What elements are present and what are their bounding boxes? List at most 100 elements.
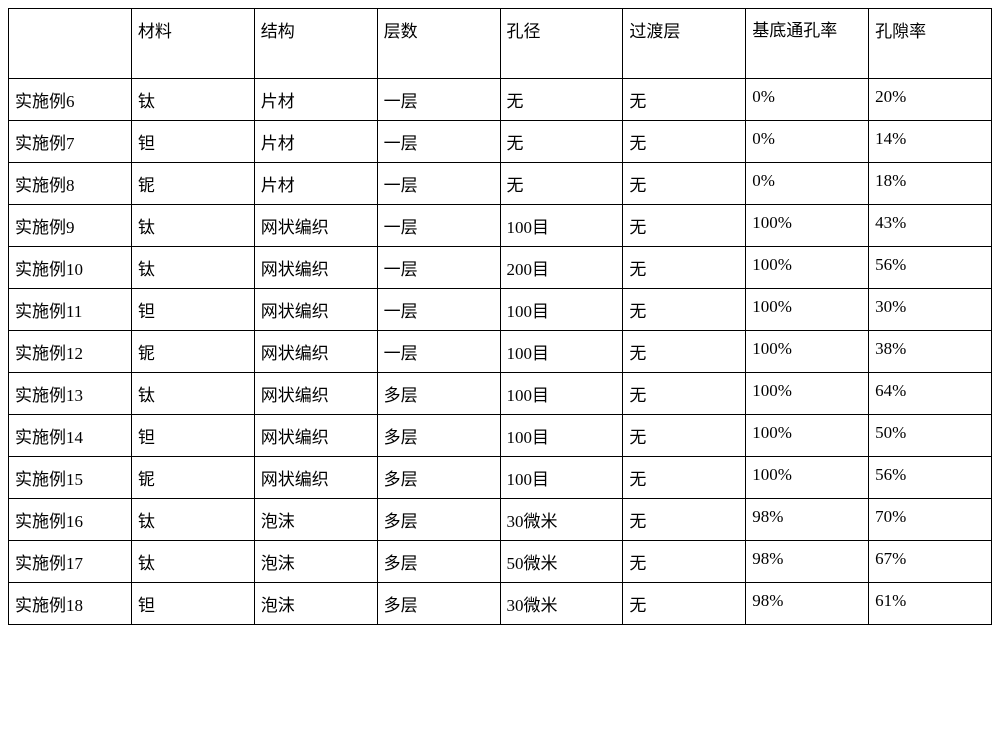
table-row: 实施例16 钛 泡沫 多层 30微米 无 98% 70%: [9, 499, 992, 541]
cell-r3-c3: 一层: [377, 205, 500, 247]
cell-r7-c0: 实施例13: [9, 373, 132, 415]
header-col-6: 基底通孔率: [746, 9, 869, 79]
cell-r0-c4: 无: [500, 79, 623, 121]
header-col-2: 结构: [254, 9, 377, 79]
cell-r3-c7: 43%: [869, 205, 992, 247]
cell-r6-c6: 100%: [746, 331, 869, 373]
cell-r8-c7: 50%: [869, 415, 992, 457]
cell-r5-c2: 网状编织: [254, 289, 377, 331]
cell-r5-c4: 100目: [500, 289, 623, 331]
cell-r3-c2: 网状编织: [254, 205, 377, 247]
cell-r8-c4: 100目: [500, 415, 623, 457]
cell-r5-c0: 实施例11: [9, 289, 132, 331]
cell-r6-c0: 实施例12: [9, 331, 132, 373]
table-row: 实施例7 钽 片材 一层 无 无 0% 14%: [9, 121, 992, 163]
header-col-7: 孔隙率: [869, 9, 992, 79]
header-col-0: [9, 9, 132, 79]
cell-r11-c0: 实施例17: [9, 541, 132, 583]
cell-r2-c1: 铌: [131, 163, 254, 205]
cell-r9-c1: 铌: [131, 457, 254, 499]
cell-r0-c1: 钛: [131, 79, 254, 121]
cell-r1-c2: 片材: [254, 121, 377, 163]
cell-r3-c0: 实施例9: [9, 205, 132, 247]
cell-r2-c2: 片材: [254, 163, 377, 205]
cell-r7-c2: 网状编织: [254, 373, 377, 415]
table-row: 实施例18 钽 泡沫 多层 30微米 无 98% 61%: [9, 583, 992, 625]
cell-r0-c0: 实施例6: [9, 79, 132, 121]
cell-r10-c1: 钛: [131, 499, 254, 541]
cell-r5-c7: 30%: [869, 289, 992, 331]
cell-r8-c3: 多层: [377, 415, 500, 457]
table-row: 实施例15 铌 网状编织 多层 100目 无 100% 56%: [9, 457, 992, 499]
table-row: 实施例8 铌 片材 一层 无 无 0% 18%: [9, 163, 992, 205]
table-row: 实施例9 钛 网状编织 一层 100目 无 100% 43%: [9, 205, 992, 247]
table-row: 实施例14 钽 网状编织 多层 100目 无 100% 50%: [9, 415, 992, 457]
cell-r11-c3: 多层: [377, 541, 500, 583]
cell-r2-c7: 18%: [869, 163, 992, 205]
cell-r9-c0: 实施例15: [9, 457, 132, 499]
cell-r11-c6: 98%: [746, 541, 869, 583]
cell-r0-c5: 无: [623, 79, 746, 121]
cell-r1-c3: 一层: [377, 121, 500, 163]
cell-r0-c3: 一层: [377, 79, 500, 121]
cell-r12-c4: 30微米: [500, 583, 623, 625]
cell-r3-c1: 钛: [131, 205, 254, 247]
cell-r4-c5: 无: [623, 247, 746, 289]
cell-r8-c1: 钽: [131, 415, 254, 457]
cell-r9-c6: 100%: [746, 457, 869, 499]
cell-r8-c0: 实施例14: [9, 415, 132, 457]
cell-r1-c6: 0%: [746, 121, 869, 163]
header-col-4: 孔径: [500, 9, 623, 79]
cell-r12-c6: 98%: [746, 583, 869, 625]
cell-r0-c7: 20%: [869, 79, 992, 121]
cell-r4-c4: 200目: [500, 247, 623, 289]
table-header-row: 材料 结构 层数 孔径 过渡层 基底通孔率 孔隙率: [9, 9, 992, 79]
cell-r4-c3: 一层: [377, 247, 500, 289]
cell-r6-c5: 无: [623, 331, 746, 373]
cell-r3-c5: 无: [623, 205, 746, 247]
cell-r9-c7: 56%: [869, 457, 992, 499]
table-row: 实施例13 钛 网状编织 多层 100目 无 100% 64%: [9, 373, 992, 415]
cell-r2-c3: 一层: [377, 163, 500, 205]
cell-r5-c5: 无: [623, 289, 746, 331]
cell-r10-c7: 70%: [869, 499, 992, 541]
cell-r11-c4: 50微米: [500, 541, 623, 583]
cell-r12-c1: 钽: [131, 583, 254, 625]
cell-r7-c4: 100目: [500, 373, 623, 415]
cell-r7-c1: 钛: [131, 373, 254, 415]
cell-r11-c1: 钛: [131, 541, 254, 583]
cell-r0-c2: 片材: [254, 79, 377, 121]
table-row: 实施例17 钛 泡沫 多层 50微米 无 98% 67%: [9, 541, 992, 583]
cell-r9-c4: 100目: [500, 457, 623, 499]
table-row: 实施例11 钽 网状编织 一层 100目 无 100% 30%: [9, 289, 992, 331]
cell-r6-c3: 一层: [377, 331, 500, 373]
cell-r0-c6: 0%: [746, 79, 869, 121]
cell-r12-c2: 泡沫: [254, 583, 377, 625]
cell-r11-c5: 无: [623, 541, 746, 583]
table-row: 实施例12 铌 网状编织 一层 100目 无 100% 38%: [9, 331, 992, 373]
cell-r9-c3: 多层: [377, 457, 500, 499]
header-col-3: 层数: [377, 9, 500, 79]
cell-r2-c0: 实施例8: [9, 163, 132, 205]
cell-r8-c5: 无: [623, 415, 746, 457]
cell-r5-c3: 一层: [377, 289, 500, 331]
cell-r6-c4: 100目: [500, 331, 623, 373]
cell-r4-c7: 56%: [869, 247, 992, 289]
cell-r5-c1: 钽: [131, 289, 254, 331]
cell-r4-c6: 100%: [746, 247, 869, 289]
cell-r4-c0: 实施例10: [9, 247, 132, 289]
cell-r1-c7: 14%: [869, 121, 992, 163]
cell-r10-c0: 实施例16: [9, 499, 132, 541]
cell-r12-c3: 多层: [377, 583, 500, 625]
table-row: 实施例6 钛 片材 一层 无 无 0% 20%: [9, 79, 992, 121]
cell-r5-c6: 100%: [746, 289, 869, 331]
cell-r6-c2: 网状编织: [254, 331, 377, 373]
cell-r7-c3: 多层: [377, 373, 500, 415]
cell-r7-c7: 64%: [869, 373, 992, 415]
cell-r7-c6: 100%: [746, 373, 869, 415]
cell-r3-c6: 100%: [746, 205, 869, 247]
cell-r10-c6: 98%: [746, 499, 869, 541]
cell-r1-c4: 无: [500, 121, 623, 163]
cell-r1-c0: 实施例7: [9, 121, 132, 163]
cell-r10-c4: 30微米: [500, 499, 623, 541]
